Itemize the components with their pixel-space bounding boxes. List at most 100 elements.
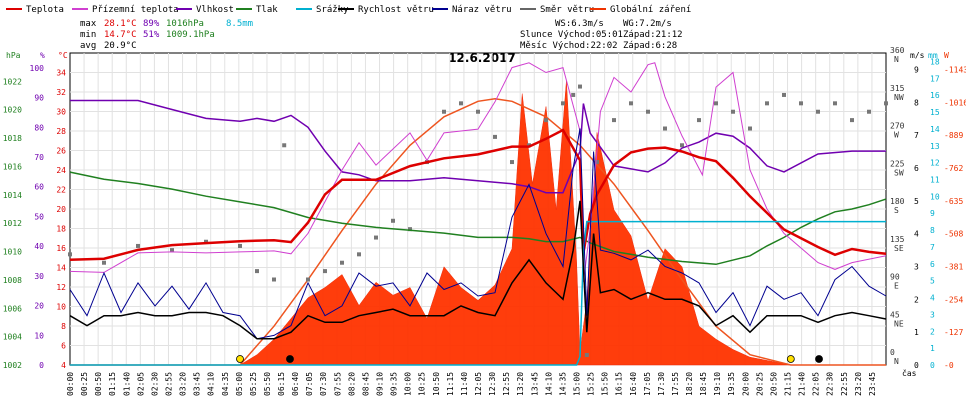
winddir-letter: NE — [894, 319, 904, 328]
time-label: 05:50 — [263, 372, 272, 396]
time-label: 13:20 — [516, 372, 525, 396]
time-label: 09:10 — [376, 372, 385, 396]
time-label: 07:55 — [333, 372, 342, 396]
x-axis: 00:00 00:25 00:50 01:15 01:40 02:05 02:30 02:55… — [66, 372, 877, 396]
temperature-tick: 14 — [56, 264, 66, 273]
winddir-point — [357, 252, 361, 257]
winddir-tick: 315 — [890, 84, 905, 93]
time-label: 10:25 — [418, 372, 427, 396]
stats-min-press: 1009.1hPa — [166, 30, 215, 40]
winddir-point — [442, 109, 446, 114]
radiation-tick: -508 — [944, 230, 963, 239]
winddir-point — [612, 118, 616, 123]
winddir-point — [782, 92, 786, 97]
pressure-tick: 1020 — [3, 106, 22, 115]
radiation-tick: -889 — [944, 131, 963, 140]
pressure-tick: 1010 — [3, 248, 22, 257]
humidity-tick: 30 — [34, 272, 44, 281]
windspeed-tick: 5 — [914, 197, 919, 206]
winddir-point — [255, 269, 259, 274]
pressure-tick: 1004 — [3, 333, 22, 342]
windspeed-tick: 4 — [914, 230, 919, 239]
time-label: 04:35 — [221, 372, 230, 396]
pressure-tick: 1016 — [3, 162, 22, 171]
rain-tick: 11 — [930, 175, 940, 184]
windspeed-tick: 0 — [914, 361, 919, 370]
temperature-tick: 32 — [56, 88, 66, 97]
time-label: 19:35 — [727, 372, 736, 396]
sunset-marker — [786, 355, 795, 363]
time-label: 20:00 — [741, 372, 750, 396]
winddir-point — [629, 101, 633, 106]
stats-avg-temp: 20.9°C — [104, 41, 137, 51]
time-label: 22:55 — [840, 372, 849, 396]
time-label: 01:15 — [108, 372, 117, 396]
pressure-tick: 1006 — [3, 304, 22, 313]
time-label: 11:40 — [460, 372, 469, 396]
rain-tick: 10 — [930, 192, 940, 201]
winddir-point — [374, 235, 378, 240]
time-label: 23:20 — [854, 372, 863, 396]
humidity-tick: 40 — [34, 242, 44, 251]
time-label: 09:35 — [390, 372, 399, 396]
pressure-line — [69, 171, 887, 266]
legend-label-4: Srážky — [316, 5, 349, 15]
winddir-letter: E — [894, 282, 899, 291]
time-label: 13:45 — [530, 372, 539, 396]
time-label: 07:05 — [305, 372, 314, 396]
time-label: 10:00 — [404, 372, 413, 396]
stats-max-label: max — [80, 19, 97, 29]
winddir-point — [571, 92, 576, 97]
windspeed-tick: 9 — [914, 65, 919, 74]
winddir-tick: 270 — [890, 122, 905, 131]
info-ws: WS:6.3m/s — [555, 19, 604, 29]
rain-tick: 7 — [930, 243, 935, 252]
time-label: 17:30 — [657, 372, 666, 396]
humidity-tick: 20 — [34, 302, 44, 311]
legend-label-0: Teplota — [26, 5, 64, 15]
winddir-point — [323, 269, 327, 274]
winddir-point — [102, 260, 106, 265]
wind-gust-line — [69, 128, 887, 340]
stats-avg-label: avg — [80, 41, 96, 51]
stats-block: max 28.1°C 89% 1016hPa 8.5mm min 14.7°C … — [80, 19, 253, 51]
moonrise-marker — [815, 355, 823, 363]
stats-min-label: min — [80, 30, 96, 40]
time-label: 06:15 — [277, 372, 286, 396]
rain-tick: 1 — [930, 344, 935, 353]
humidity-tick: 70 — [34, 153, 44, 162]
time-label: 08:20 — [347, 372, 356, 396]
humidity-tick: 10 — [34, 331, 44, 340]
winddir-point — [238, 243, 242, 248]
axis-unit-mm: mm — [928, 51, 938, 60]
winddir-point — [578, 84, 582, 89]
temperature-tick: 34 — [56, 69, 66, 78]
winddir-point — [816, 109, 820, 114]
winddir-point — [646, 109, 650, 114]
radiation-tick: -762 — [944, 164, 963, 173]
rain-tick: 0 — [930, 361, 935, 370]
time-label: 12:55 — [502, 372, 511, 396]
temperature-tick: 28 — [56, 127, 66, 136]
winddir-letter: W — [894, 131, 899, 140]
temperature-tick: 12 — [56, 283, 66, 292]
wind-speed-line — [69, 200, 887, 340]
winddir-letter: N — [894, 55, 899, 64]
time-label: 17:55 — [671, 372, 680, 396]
time-label: 15:50 — [601, 372, 610, 396]
chart-title: 12.6.2017 — [448, 51, 516, 65]
radiation-area — [70, 80, 886, 366]
windspeed-tick: 8 — [914, 98, 919, 107]
time-label: 14:10 — [544, 372, 553, 396]
temperature-tick: 10 — [56, 303, 66, 312]
rain-tick: 6 — [930, 260, 935, 269]
axis-unit-time: čas — [902, 368, 917, 378]
time-label: 11:15 — [446, 372, 455, 396]
windspeed-tick: 3 — [914, 262, 919, 271]
time-label: 15:00 — [572, 372, 581, 396]
time-label: 18:20 — [685, 372, 694, 396]
y-axes: 1002100410061008101010121014101610181020… — [3, 46, 966, 370]
winddir-letter: SW — [894, 168, 904, 177]
time-label: 03:45 — [193, 372, 202, 396]
